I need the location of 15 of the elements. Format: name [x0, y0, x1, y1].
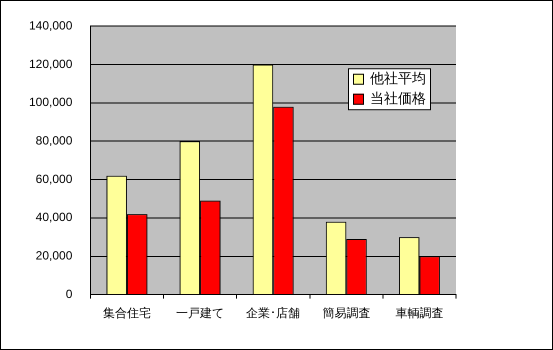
y-tick-label: 100,000: [28, 95, 73, 110]
y-tick-label: 120,000: [28, 56, 73, 71]
y-tick-label: 80,000: [36, 134, 73, 148]
x-tick-label: 企業･店舗: [246, 306, 300, 320]
legend-label: 他社平均: [370, 70, 426, 86]
x-tick-label: 一戸建て: [176, 306, 224, 320]
x-tick-label: 車輌調査: [395, 306, 444, 320]
y-tick-label: 60,000: [36, 172, 73, 186]
x-tick-label: 集合住宅: [102, 306, 151, 320]
y-tick-label: 20,000: [36, 248, 73, 263]
y-tick-label: 0: [66, 286, 73, 301]
x-tick-label: 簡易調査: [322, 306, 370, 320]
legend-label: 当社価格: [370, 90, 426, 106]
y-tick-label: 40,000: [36, 210, 73, 224]
y-tick-label: 140,000: [28, 18, 73, 33]
